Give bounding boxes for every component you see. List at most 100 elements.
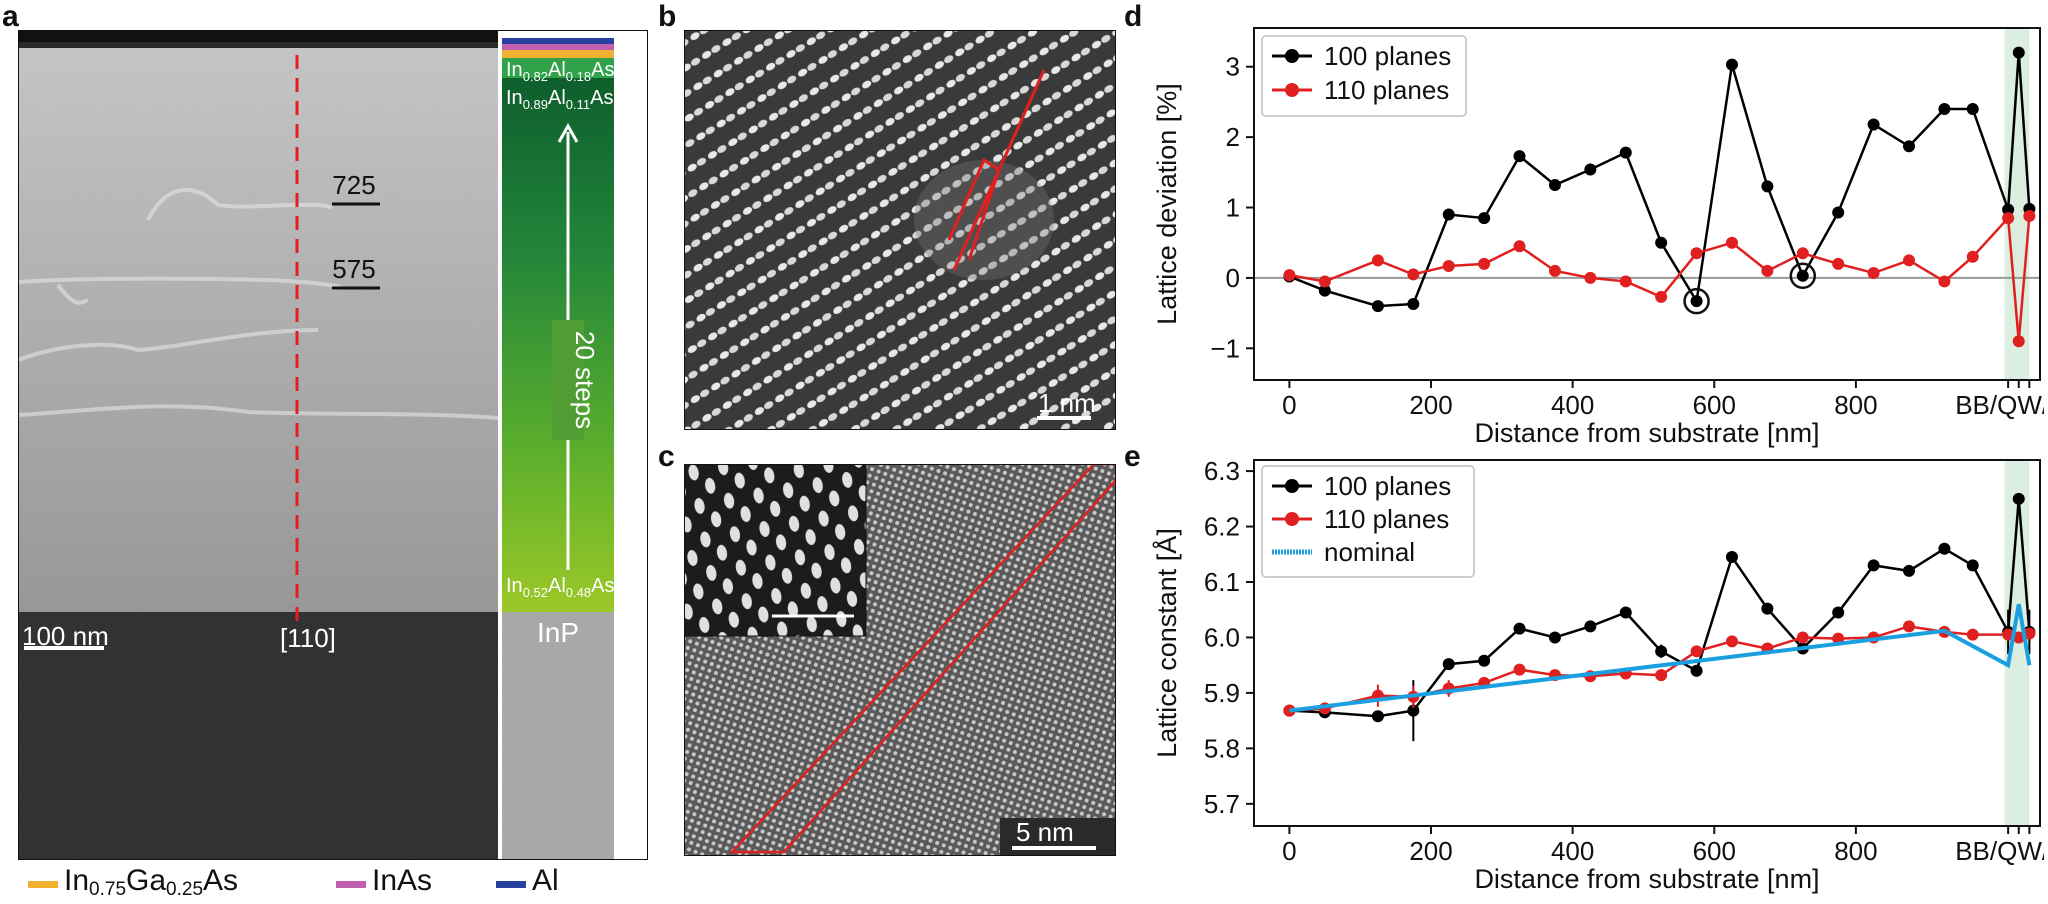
data-point-100-planes	[1619, 146, 1632, 159]
y-axis-label-d: Lattice deviation [%]	[1152, 83, 1182, 325]
data-point-100-planes	[1690, 664, 1703, 677]
data-point-110-planes	[1513, 663, 1526, 676]
data-point-110-planes	[1725, 236, 1738, 249]
data-point-100-planes	[1513, 622, 1526, 635]
legend-ingaas-swatch	[28, 881, 58, 888]
data-point-110-planes	[1938, 275, 1951, 288]
highlight-circle	[1683, 287, 1710, 315]
data-point-110-planes	[1867, 266, 1880, 279]
x-tick-label-d: 0	[1282, 390, 1296, 420]
data-point-110-planes	[1725, 635, 1738, 648]
data-point-110-planes	[1966, 250, 1979, 263]
data-point-100-planes	[1407, 297, 1420, 310]
data-point-110-planes	[1796, 631, 1809, 644]
layer-top-barrier	[502, 58, 614, 78]
data-point-100-planes	[1655, 645, 1668, 658]
data-point-110-planes	[2023, 209, 2036, 222]
layer-inp-substrate	[502, 612, 614, 860]
data-point-100-planes	[1318, 284, 1331, 297]
steps-label: 20 steps	[570, 331, 600, 429]
data-point-110-planes	[1655, 669, 1668, 682]
data-point-100-planes	[1407, 704, 1420, 717]
x-tick-label-e: 800	[1834, 836, 1877, 866]
data-point-100-planes	[1761, 602, 1774, 615]
data-point-100-planes	[1966, 559, 1979, 572]
step-725-label: 725	[332, 170, 375, 200]
y-tick-label-e: 6.3	[1204, 456, 1240, 486]
data-point-110-planes	[1796, 247, 1809, 260]
panel-c: 5 nm	[684, 464, 1116, 856]
data-point-110-planes	[1584, 271, 1597, 284]
scale-bar-a-label: 100 nm	[22, 621, 109, 651]
data-point-110-planes	[1442, 259, 1455, 272]
legend-ingaas: In0.75Ga0.25As	[28, 864, 238, 901]
data-point-110-planes	[1690, 645, 1703, 658]
y-tick-label-e: 6.2	[1204, 512, 1240, 542]
panel-a-label: a	[2, 0, 19, 33]
panel-c-label: c	[658, 440, 675, 473]
stem-top-surface	[18, 30, 498, 42]
data-point-100-planes	[1619, 606, 1632, 619]
x-axis-label-d: Distance from substrate [nm]	[1474, 418, 1819, 448]
y-axis-label-e: Lattice constant [Å]	[1151, 528, 1182, 758]
y-tick-label-d: 3	[1226, 52, 1240, 82]
grading-arrow-head	[557, 122, 579, 143]
legend-al-swatch	[496, 881, 526, 888]
panel-e-label: e	[1124, 440, 1141, 473]
layer-legend: In0.75Ga0.25As InAs Al	[28, 864, 668, 900]
data-point-100-planes	[1655, 236, 1668, 249]
data-point-100-planes	[1725, 58, 1738, 71]
data-point-110-planes	[1903, 620, 1915, 633]
step-575-label: 575	[332, 254, 375, 284]
x-axis-label-e: Distance from substrate [nm]	[1474, 864, 1819, 894]
layer-label-top2: In0.89Al0.11As	[506, 87, 613, 112]
data-point-100-planes	[1832, 206, 1845, 219]
data-point-100-planes	[1371, 710, 1384, 723]
data-point-110-planes	[2002, 212, 2015, 225]
data-point-100-planes	[1832, 606, 1845, 619]
legend-box-e	[1261, 465, 1475, 578]
legend-label-100-planes: 100 planes	[1324, 471, 1451, 501]
data-point-110-planes	[1903, 254, 1915, 267]
panel-b-label: b	[658, 0, 677, 33]
y-tick-label-e: 5.9	[1204, 678, 1240, 708]
legend-inas-swatch	[336, 881, 366, 888]
data-point-100-planes	[1938, 102, 1951, 115]
y-tick-label-e: 5.8	[1204, 733, 1240, 763]
y-tick-label-e: 6.0	[1204, 622, 1240, 652]
data-point-100-planes	[1725, 551, 1738, 564]
data-point-100-planes	[1903, 140, 1915, 153]
highlight-circle	[1789, 262, 1817, 290]
layer-label-bottom: In0.52Al0.48As	[506, 575, 614, 600]
data-point-110-planes	[1761, 264, 1774, 277]
data-point-100-planes	[1938, 542, 1951, 555]
legend-label-nominal: nominal	[1324, 537, 1415, 567]
data-point-100-planes	[1796, 269, 1809, 282]
data-point-110-planes	[1407, 268, 1420, 281]
x-tick-label-e: 400	[1551, 836, 1594, 866]
data-point-100-planes	[2012, 492, 2025, 505]
data-point-100-planes	[1584, 620, 1597, 633]
data-point-110-planes	[2012, 631, 2025, 644]
data-point-100-planes	[1584, 163, 1597, 176]
legend-label-110-planes: 110 planes	[1324, 504, 1449, 534]
chart-d: 0 200 400 600 800 BB/QW/TB −1 0 1 2 3 Distance from…	[1152, 27, 2044, 448]
data-point-100-planes	[1548, 631, 1561, 644]
data-point-110-planes	[1548, 264, 1561, 277]
data-point-100-planes	[1867, 118, 1880, 131]
data-point-110-planes	[1283, 269, 1296, 282]
panel-d-label: d	[1124, 0, 1143, 33]
data-point-100-planes	[2012, 46, 2025, 59]
legend-marker-100-planes	[1285, 49, 1299, 63]
data-point-110-planes	[1832, 257, 1845, 270]
analysis-region	[729, 464, 1116, 854]
axes-frame-e	[1253, 459, 2041, 827]
x-tick-label-d: 400	[1551, 390, 1594, 420]
y-tick-label-e: 5.7	[1204, 789, 1240, 819]
layer-ingaas	[502, 50, 614, 58]
legend-al: Al	[496, 864, 559, 898]
direction-label: [110]	[280, 623, 336, 653]
data-point-100-planes	[1513, 150, 1526, 163]
data-point-100-planes	[1478, 654, 1491, 667]
x-tick-label-d: 600	[1693, 390, 1736, 420]
